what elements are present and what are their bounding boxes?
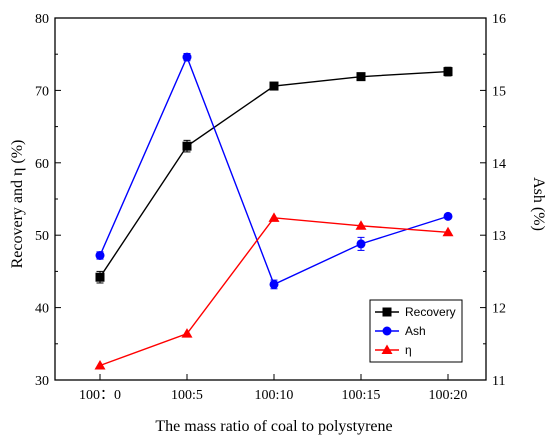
series-eta-point [268, 212, 280, 222]
x-tick-label: 100:15 [342, 388, 381, 403]
left-y-tick-label: 70 [35, 84, 49, 99]
series-ash [95, 52, 453, 290]
series-recovery-point [182, 141, 192, 151]
series-ash-point [443, 211, 453, 221]
left-y-tick-label: 30 [35, 374, 49, 389]
series-ash-point [182, 52, 192, 62]
series-ash-line [99, 55, 449, 286]
series-recovery-point [356, 72, 366, 82]
right-y-tick-label: 12 [492, 302, 506, 317]
series-ash-point [95, 250, 105, 260]
left-y-axis: 30 40 50 60 70 80 [35, 12, 61, 389]
series-recovery-point [269, 81, 279, 91]
series-recovery-line [99, 70, 449, 278]
left-y-tick-label: 60 [35, 157, 49, 172]
legend-ash-label: Ash [405, 324, 426, 338]
series-eta-point [181, 328, 193, 338]
left-y-tick-label: 80 [35, 12, 49, 27]
x-tick-label: 100:5 [171, 388, 203, 403]
legend-recovery-marker [382, 307, 392, 317]
right-y-axis: 11 12 13 14 15 16 [480, 12, 506, 389]
right-y-tick-label: 11 [492, 374, 505, 389]
left-y-tick-label: 40 [35, 302, 49, 317]
series-layer [94, 52, 454, 370]
legend-ash-marker [382, 326, 392, 336]
right-y-tick-label: 13 [492, 229, 506, 244]
left-y-axis-title: Recovery and η (%) [9, 140, 26, 269]
x-tick-label: 100：0 [79, 388, 121, 403]
series-eta [94, 212, 454, 370]
x-tick-label: 100:20 [429, 388, 468, 403]
right-y-tick-label: 15 [492, 84, 506, 99]
x-axis-title: The mass ratio of coal to polystyrene [155, 418, 392, 435]
series-recovery [95, 66, 453, 284]
series-ash-point [269, 279, 279, 289]
series-eta-point [355, 220, 367, 230]
right-y-tick-label: 14 [492, 157, 506, 172]
right-y-axis-title: Ash (%) [530, 177, 547, 231]
legend-recovery-label: Recovery [405, 305, 456, 319]
series-recovery-point [95, 272, 105, 282]
series-eta-point [442, 226, 454, 237]
right-y-tick-label: 16 [492, 12, 506, 27]
x-tick-label: 100:10 [255, 388, 294, 403]
series-ash-point [356, 239, 366, 249]
series-recovery-point [443, 67, 453, 77]
legend-eta-label: η [405, 343, 412, 357]
legend-eta-marker [381, 344, 393, 354]
left-y-tick-label: 50 [35, 229, 49, 244]
series-eta-point [94, 360, 106, 370]
x-axis: 100：0 100:5 100:10 100:15 100:20 [79, 374, 467, 403]
legend: Recovery Ash η [369, 299, 463, 363]
